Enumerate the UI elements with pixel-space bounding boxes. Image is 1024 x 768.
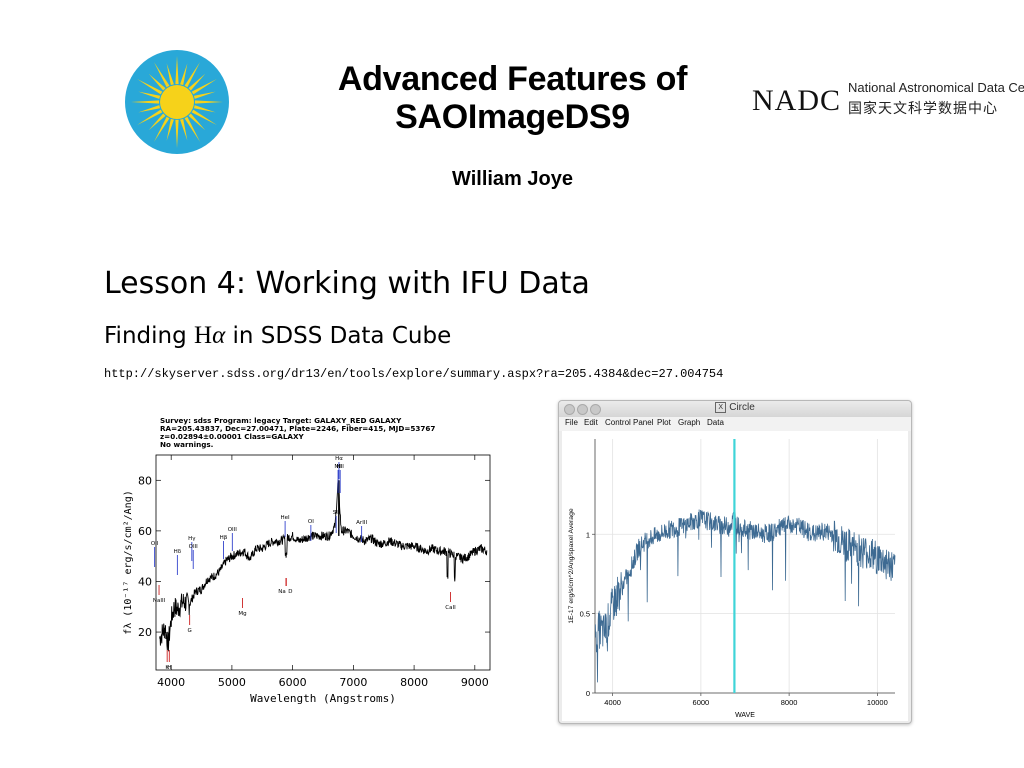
emission-line-label: OIII — [228, 527, 238, 533]
spectrum-info-line: z=0.02894±0.00001 Class=GALAXY — [160, 432, 305, 441]
y-tick-label: 1 — [586, 530, 590, 539]
x-tick-label: 10000 — [867, 698, 888, 707]
x-tick-label: 8000 — [781, 698, 798, 707]
absorption-line-label: G — [188, 628, 192, 634]
title-line-2: SAOImageDS9 — [395, 98, 630, 136]
emission-line-label: ArIII — [356, 520, 367, 526]
spectrum-info-line: No warnings. — [160, 440, 213, 449]
window-zoom-button[interactable] — [590, 404, 601, 415]
y-tick-label: 40 — [138, 575, 152, 588]
window-titlebar[interactable]: X Circle — [559, 401, 911, 418]
emission-line-label: SII — [333, 510, 340, 516]
plot-frame — [155, 454, 491, 671]
x-tick-label: 6000 — [693, 698, 710, 707]
x-tick-label: 8000 — [400, 676, 428, 689]
ds9-spectrum-plot[interactable]: 4000 6000 8000 10000 0 0.5 1 WAVE 1E-17 erg/s/cm… — [562, 431, 908, 721]
ds9-plot-window: X Circle File Edit Control Panel Plot Gra… — [558, 400, 912, 724]
absorption-line-label: K — [165, 665, 169, 671]
absorption-line-label: D — [288, 589, 292, 595]
nadc-name-english: National Astronomical Data Center — [848, 80, 1024, 95]
author-name: William Joye — [452, 168, 573, 190]
emission-line-label: Hβ — [220, 535, 228, 541]
y-tick-label: 60 — [138, 525, 152, 538]
x-tick-label: 7000 — [339, 676, 367, 689]
emission-line-label: NII — [337, 464, 345, 470]
x-tick-label: 5000 — [218, 676, 246, 689]
window-menubar: File Edit Control Panel Plot Graph Data — [559, 417, 911, 431]
x-tick-label: 4000 — [604, 698, 621, 707]
emission-line-label: OI — [308, 519, 314, 525]
y-axis-label: 1E-17 erg/s/cm^2/Ang/spaxel Average — [568, 508, 575, 623]
x11-icon: X — [715, 402, 727, 413]
menu-edit[interactable]: Edit — [584, 418, 598, 427]
spectrum-info-line: RA=205.43837, Dec=27.00471, Plate=2246, … — [160, 424, 435, 433]
menu-data[interactable]: Data — [707, 418, 724, 427]
smithsonian-sun-logo — [125, 50, 229, 154]
y-axis-label: fλ (10⁻¹⁷ erg/s/cm²/Ang) — [123, 490, 134, 635]
emission-line-label: Hγ — [188, 536, 196, 542]
menu-file[interactable]: File — [565, 418, 578, 427]
absorption-line-label: Mg — [238, 611, 246, 617]
nadc-logo: NADC National Astronomical Data Center 国… — [752, 78, 1024, 120]
spectrum-info-line: Survey: sdss Program: legacy Target: GAL… — [160, 416, 402, 425]
x-tick-label: 4000 — [157, 676, 185, 689]
spectrum-line — [159, 479, 488, 652]
emission-line-label: Hα — [335, 456, 343, 462]
emission-line-label: OII — [151, 541, 159, 547]
y-tick-label: 20 — [138, 626, 152, 639]
lesson-subtitle: Finding Hα in SDSS Data Cube — [104, 322, 451, 350]
absorption-line-label: NaIII — [153, 598, 166, 604]
nadc-mark: NADC — [752, 84, 842, 117]
h-alpha-symbol: Hα — [194, 322, 226, 349]
y-tick-label: 80 — [138, 474, 152, 487]
menu-graph[interactable]: Graph — [678, 418, 701, 427]
subtitle-prefix: Finding — [104, 323, 195, 349]
emission-line-label: NII — [334, 464, 342, 470]
sdss-url-text: http://skyserver.sdss.org/dr13/en/tools/… — [104, 367, 724, 381]
slide-title: Advanced Features of SAOImageDS9 — [300, 60, 725, 136]
x-tick-label: 9000 — [461, 676, 489, 689]
lesson-heading: Lesson 4: Working with IFU Data — [104, 266, 590, 301]
x-tick-label: 6000 — [279, 676, 307, 689]
x-axis-label: Wavelength (Angstroms) — [250, 692, 396, 705]
menu-control-panel[interactable]: Control Panel — [605, 418, 654, 427]
absorption-line-label: Na — [278, 589, 286, 595]
menu-plot[interactable]: Plot — [657, 418, 671, 427]
y-tick-label: 0 — [586, 689, 590, 698]
subtitle-suffix: in SDSS Data Cube — [225, 323, 452, 349]
absorption-line-label: CaII — [445, 605, 456, 611]
emission-line-label: HeI — [281, 515, 291, 521]
spectrum-line — [594, 509, 896, 683]
y-tick-label: 0.5 — [580, 610, 590, 619]
emission-line-label: OIII — [189, 544, 199, 550]
title-line-1: Advanced Features of — [337, 60, 688, 98]
window-close-button[interactable] — [564, 404, 575, 415]
nadc-name-chinese: 国家天文科学数据中心 — [848, 100, 998, 116]
x-axis-label: WAVE — [735, 712, 755, 719]
sdss-spectrum-plot: Survey: sdss Program: legacy Target: GAL… — [123, 416, 491, 705]
window-minimize-button[interactable] — [577, 404, 588, 415]
window-title: X Circle — [559, 402, 911, 413]
emission-line-label: Hδ — [174, 549, 182, 555]
absorption-line-label: H — [167, 665, 171, 671]
